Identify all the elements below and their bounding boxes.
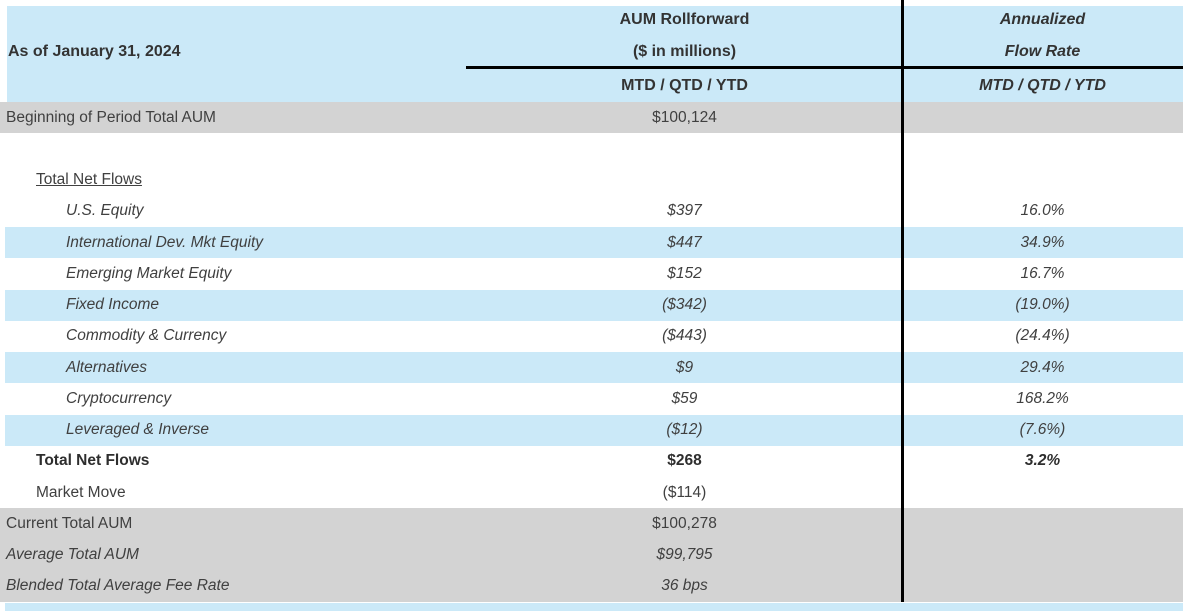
table-row-fixed-income: Fixed Income ($342) (19.0%) (0, 289, 1189, 321)
table-row-cryptocurrency: Cryptocurrency $59 168.2% (0, 383, 1189, 414)
row-label: Commodity & Currency (66, 327, 227, 345)
row-value: $100,124 (652, 108, 717, 126)
table-row-intl-dev-mkt-equity: International Dev. Mkt Equity $447 34.9% (0, 227, 1189, 259)
row-value: $152 (667, 264, 702, 282)
row-label: Cryptocurrency (66, 389, 172, 407)
row-value: $447 (667, 233, 702, 251)
table-row-current-total-aum: Current Total AUM $100,278 (0, 508, 1189, 540)
table-row-total-net-flows: Total Net Flows $268 3.2% (0, 446, 1189, 477)
row-label: International Dev. Mkt Equity (66, 233, 263, 251)
row-rate: 34.9% (1020, 233, 1065, 251)
row-label: Emerging Market Equity (66, 264, 232, 282)
column-divider-line (901, 0, 904, 602)
flow-rate-column-title: Annualized (999, 11, 1086, 28)
row-value: $59 (671, 389, 698, 407)
row-value: ($443) (662, 327, 707, 345)
row-label: Average Total AUM (6, 546, 139, 564)
bottom-accent-strip (5, 603, 1183, 611)
row-value: $99,795 (656, 546, 713, 564)
row-value: $397 (667, 202, 702, 220)
row-label: Total Net Flows (36, 171, 142, 189)
row-label: Alternatives (66, 358, 147, 376)
row-label: U.S. Equity (66, 202, 144, 220)
row-label: Blended Total Average Fee Rate (6, 577, 230, 595)
row-label: Current Total AUM (6, 514, 133, 532)
table-row-leveraged-inverse: Leveraged & Inverse ($12) (7.6%) (0, 414, 1189, 446)
table-row-blended-fee-rate: Blended Total Average Fee Rate 36 bps (0, 570, 1189, 602)
as-of-date-label: As of January 31, 2024 (8, 43, 181, 60)
row-value: ($12) (666, 421, 703, 439)
row-label: Market Move (36, 483, 126, 501)
row-value: $9 (675, 358, 694, 376)
aum-column-header: AUM Rollforward ($ in millions) MTD / QT… (467, 6, 902, 102)
flow-rate-column-subtitle: Flow Rate (1004, 43, 1081, 60)
table-row-us-equity: U.S. Equity $397 16.0% (0, 196, 1189, 227)
row-rate: (7.6%) (1019, 421, 1066, 439)
table-body: Beginning of Period Total AUM $100,124 T… (0, 102, 1189, 602)
table-row-average-total-aum: Average Total AUM $99,795 (0, 539, 1189, 571)
table-row-total-net-flows-heading: Total Net Flows (0, 165, 1189, 196)
row-rate: (24.4%) (1015, 327, 1070, 345)
row-value: ($342) (662, 296, 707, 314)
table-row-emerging-market-equity: Emerging Market Equity $152 16.7% (0, 258, 1189, 289)
row-rate: 168.2% (1016, 389, 1069, 407)
table-row-alternatives: Alternatives $9 29.4% (0, 352, 1189, 384)
row-value: 36 bps (661, 577, 708, 595)
table-row-spacer (0, 133, 1189, 164)
flow-rate-column-header: Annualized Flow Rate MTD / QTD / YTD (902, 6, 1183, 102)
header-underline (466, 66, 1183, 69)
table-row-market-move: Market Move ($114) (0, 477, 1189, 508)
row-label: Total Net Flows (36, 452, 150, 470)
table-row-commodity-currency: Commodity & Currency ($443) (24.4%) (0, 321, 1189, 352)
row-rate: 29.4% (1020, 358, 1065, 376)
row-rate: (19.0%) (1015, 296, 1070, 314)
row-value: $268 (667, 452, 702, 470)
aum-period-subheader: MTD / QTD / YTD (621, 77, 748, 94)
aum-column-units: ($ in millions) (632, 43, 737, 60)
row-rate: 3.2% (1024, 452, 1061, 470)
table-header: As of January 31, 2024 AUM Rollforward (… (7, 6, 1183, 102)
row-label: Fixed Income (66, 296, 160, 314)
table-row-beginning-aum: Beginning of Period Total AUM $100,124 (0, 102, 1189, 134)
row-value: ($114) (662, 483, 707, 501)
row-rate: 16.0% (1020, 202, 1065, 220)
row-label: Beginning of Period Total AUM (6, 108, 216, 126)
flow-rate-period-subheader: MTD / QTD / YTD (979, 77, 1106, 94)
aum-column-title: AUM Rollforward (619, 11, 750, 28)
row-value: $100,278 (652, 514, 717, 532)
row-rate: 16.7% (1020, 264, 1065, 282)
row-label: Leveraged & Inverse (66, 421, 210, 439)
